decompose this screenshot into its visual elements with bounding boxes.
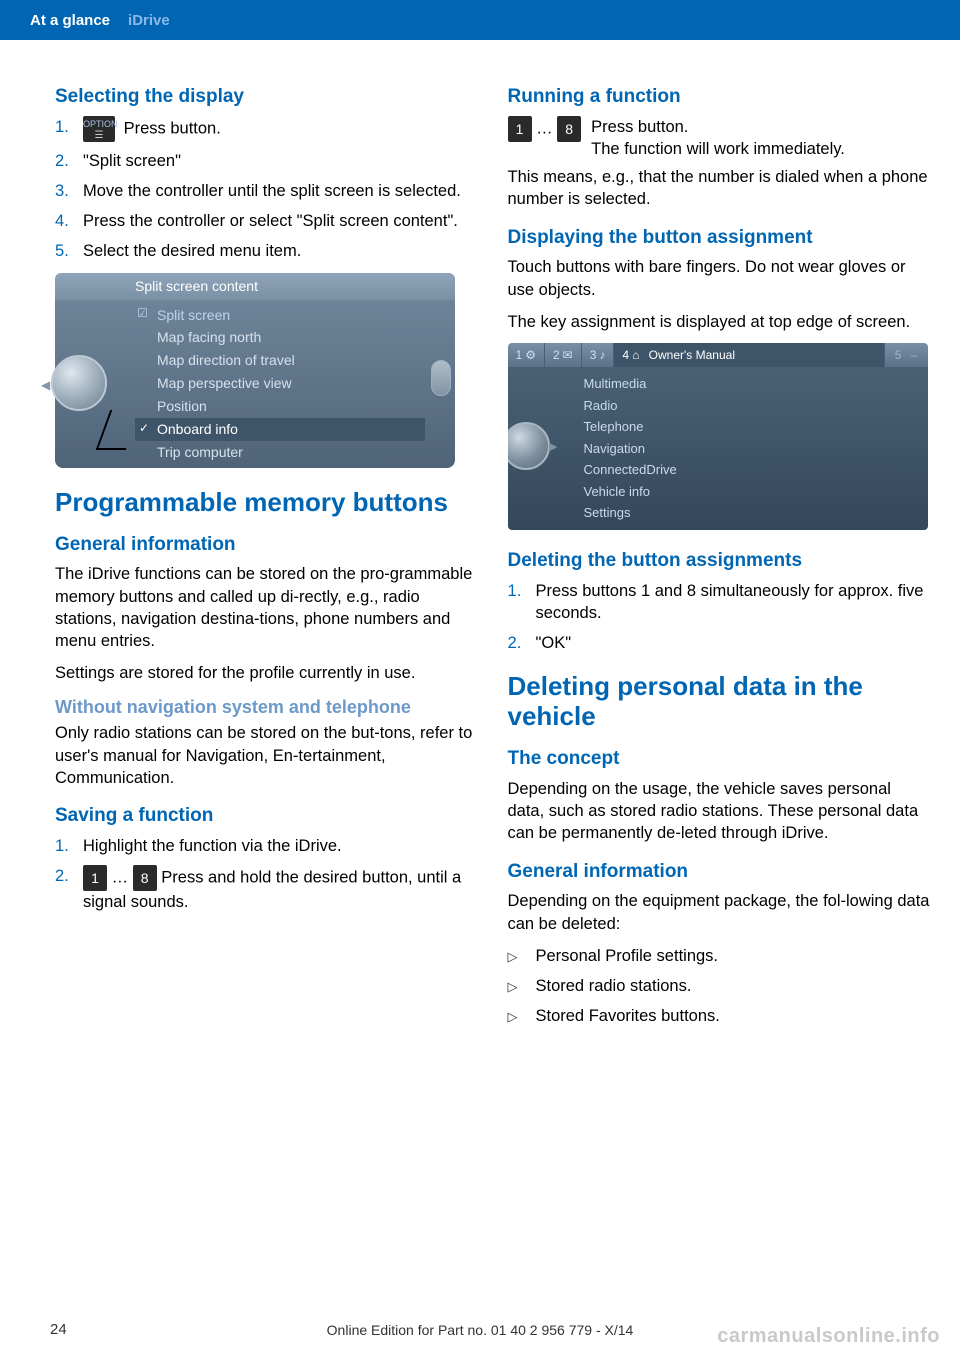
del-step-2: "OK" bbox=[508, 632, 931, 654]
heading-deleting-assignments: Deleting the button assignments bbox=[508, 548, 931, 574]
paragraph-general-1: The iDrive functions can be stored on th… bbox=[55, 563, 478, 652]
option-button-icon: OPTION bbox=[83, 116, 115, 142]
header-bar: At a glance iDrive bbox=[0, 0, 960, 40]
list-item: Map direction of travel bbox=[135, 349, 425, 372]
list-item: Trip computer bbox=[135, 441, 425, 464]
button-1-icon: 1 bbox=[83, 865, 107, 891]
running-buttons: 1 … 8 bbox=[508, 116, 582, 161]
heading-saving-function: Saving a function bbox=[55, 803, 478, 829]
tab-3: 3♪ bbox=[582, 343, 615, 367]
bullet-item: Stored radio stations. bbox=[508, 975, 931, 997]
step-4: Press the controller or select "Split sc… bbox=[55, 210, 478, 232]
step-5: Select the desired menu item. bbox=[55, 240, 478, 262]
list-item: Map perspective view bbox=[135, 372, 425, 395]
step-3: Move the controller until the split scre… bbox=[55, 180, 478, 202]
list-item-highlighted: Onboard info bbox=[135, 418, 425, 441]
list-item: Radio bbox=[578, 395, 908, 417]
idrive-knob-icon bbox=[508, 422, 550, 470]
pointer-line-icon bbox=[96, 410, 141, 450]
tab-4-active: 4⌂ Owner's Manual bbox=[614, 343, 884, 367]
running-line-2: The function will work immediately. bbox=[591, 138, 845, 160]
tab-4-text: Owner's Manual bbox=[649, 347, 735, 363]
saving-steps: Highlight the function via the iDrive. 1… bbox=[55, 835, 478, 914]
idrive-knob-icon bbox=[51, 355, 107, 411]
list-item: Telephone bbox=[578, 416, 908, 438]
heading-deleting-personal-data: Deleting personal data in the vehicle bbox=[508, 672, 931, 732]
breadcrumb-subsection: iDrive bbox=[128, 12, 170, 29]
heading-running-function: Running a function bbox=[508, 84, 931, 110]
tab-2: 2✉ bbox=[545, 343, 582, 367]
tabs-row: 1⚙ 2✉ 3♪ 4⌂ Owner's Manual 5 – bbox=[508, 343, 928, 367]
split-screen-graphic: Split screen content Split screen Map fa… bbox=[55, 273, 455, 468]
list-item: Split screen bbox=[135, 304, 425, 327]
paragraph-disp-1: Touch buttons with bare fingers. Do not … bbox=[508, 256, 931, 301]
paragraph-concept: Depending on the usage, the vehicle save… bbox=[508, 778, 931, 845]
tabs-list: Multimedia Radio Telephone Navigation Co… bbox=[578, 373, 908, 524]
step-2: "Split screen" bbox=[55, 150, 478, 172]
heading-displaying-assignment: Displaying the button assignment bbox=[508, 225, 931, 251]
list-item: Position bbox=[135, 395, 425, 418]
list-item: Vehicle info bbox=[578, 481, 908, 503]
owners-manual-graphic: 1⚙ 2✉ 3♪ 4⌂ Owner's Manual 5 – Multimedi… bbox=[508, 343, 928, 530]
paragraph-disp-2: The key assignment is displayed at top e… bbox=[508, 311, 931, 333]
heading-the-concept: The concept bbox=[508, 746, 931, 772]
right-column: Running a function 1 … 8 Press button. T… bbox=[508, 70, 931, 1036]
split-graphic-list: Split screen Map facing north Map direct… bbox=[135, 304, 425, 464]
paragraph-without-nav: Only radio stations can be stored on the… bbox=[55, 722, 478, 789]
side-button-icon bbox=[431, 360, 451, 396]
running-line-1: Press button. bbox=[591, 116, 845, 138]
ellipsis: … bbox=[532, 119, 558, 137]
deleting-steps: Press buttons 1 and 8 simultaneously for… bbox=[508, 580, 931, 655]
button-8-icon: 8 bbox=[557, 116, 581, 142]
tab-4-glyph-icon: ⌂ bbox=[632, 347, 639, 363]
page-body: Selecting the display OPTION Press butto… bbox=[0, 40, 960, 1036]
running-text-block: Press button. The function will work imm… bbox=[591, 116, 845, 161]
save-step-2: 1 … 8 Press and hold the desired button,… bbox=[55, 865, 478, 913]
split-graphic-body: Split screen Map facing north Map direct… bbox=[55, 300, 455, 468]
heading-general-info-2: General information bbox=[508, 859, 931, 885]
heading-programmable-memory: Programmable memory buttons bbox=[55, 488, 478, 518]
split-graphic-title: Split screen content bbox=[55, 273, 455, 300]
paragraph-general-2: Settings are stored for the profile curr… bbox=[55, 662, 478, 684]
tab-3-glyph-icon: ♪ bbox=[599, 347, 605, 363]
del-step-1: Press buttons 1 and 8 simultaneously for… bbox=[508, 580, 931, 625]
paragraph-run-after: This means, e.g., that the number is dia… bbox=[508, 166, 931, 211]
button-8-icon: 8 bbox=[133, 865, 157, 891]
tab-5: 5 – bbox=[885, 343, 928, 367]
bullet-item: Personal Profile settings. bbox=[508, 945, 931, 967]
heading-without-nav: Without navigation system and telephone bbox=[55, 697, 478, 719]
running-row: 1 … 8 Press button. The function will wo… bbox=[508, 116, 931, 161]
button-1-icon: 1 bbox=[508, 116, 532, 142]
list-item: Navigation bbox=[578, 438, 908, 460]
step-1: OPTION Press button. bbox=[55, 116, 478, 142]
save-step-1: Highlight the function via the iDrive. bbox=[55, 835, 478, 857]
list-item: ConnectedDrive bbox=[578, 459, 908, 481]
tab-5-glyph-icon: – bbox=[911, 347, 918, 363]
list-item: Multimedia bbox=[578, 373, 908, 395]
tabs-body: Multimedia Radio Telephone Navigation Co… bbox=[508, 367, 928, 530]
list-item: Map facing north bbox=[135, 326, 425, 349]
watermark: carmanualsonline.info bbox=[717, 1325, 940, 1348]
breadcrumb-section: At a glance bbox=[30, 12, 110, 29]
tab-2-glyph-icon: ✉ bbox=[563, 347, 573, 363]
bullet-item: Stored Favorites buttons. bbox=[508, 1005, 931, 1027]
paragraph-general-3: Depending on the equipment package, the … bbox=[508, 890, 931, 935]
left-column: Selecting the display OPTION Press butto… bbox=[55, 70, 478, 1036]
bullet-list: Personal Profile settings. Stored radio … bbox=[508, 945, 931, 1028]
list-item: Settings bbox=[578, 502, 908, 524]
ellipsis: … bbox=[107, 868, 133, 886]
selecting-steps: OPTION Press button. "Split screen" Move… bbox=[55, 116, 478, 263]
step-1-text: Press button. bbox=[124, 119, 221, 137]
heading-general-info: General information bbox=[55, 532, 478, 558]
heading-selecting-display: Selecting the display bbox=[55, 84, 478, 110]
tab-1: 1⚙ bbox=[508, 343, 545, 367]
tab-1-glyph-icon: ⚙ bbox=[525, 347, 536, 363]
